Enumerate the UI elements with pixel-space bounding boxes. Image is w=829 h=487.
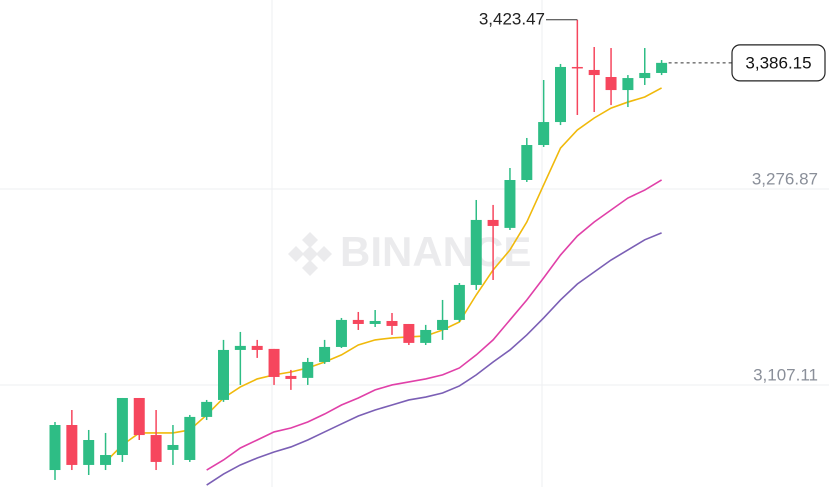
last-price-box [731,44,826,82]
candle-body [335,319,347,347]
candle-body [605,77,617,91]
candle-body [420,329,432,343]
candle-body [251,345,263,350]
moving-average-line [206,232,662,486]
candle-body [100,455,112,465]
candle-body [66,424,78,465]
candle-body [521,145,533,180]
candle-body [319,346,331,362]
candle-body [437,319,449,330]
candle-body [352,319,364,324]
moving-average-line [206,179,663,471]
watermark: BINANCE [288,228,531,276]
candle-body [403,323,415,343]
candle-body [167,444,179,450]
candle-body [487,219,499,226]
candle-body [302,361,314,378]
candle-body [386,320,398,326]
y-tick-label: 3,276.87 [752,170,818,189]
candle-body [504,179,516,228]
candle-body [201,401,213,417]
y-tick-label: 3,107.11 [753,366,818,385]
candle-body [538,122,550,146]
candle-body [588,69,600,76]
candle-body [116,397,128,456]
candle-body [49,424,61,471]
candle-body [470,219,482,285]
candle-body [218,349,229,400]
high-annotation-label: 3,423.47 [479,9,545,28]
candle-body [184,416,196,460]
candle-body [555,66,566,123]
candle-body [622,78,634,91]
candle-body [369,320,381,324]
candle-body [285,375,297,379]
watermark-logo [288,232,332,276]
candle-body [234,345,246,350]
candle-body [133,397,145,436]
candle-body [656,62,668,73]
candle-body [571,66,583,69]
candle-body [639,72,651,79]
candle-body [150,435,162,462]
candle-body [453,284,465,320]
candle-body [268,348,280,377]
candle-body [83,440,95,465]
last-price-label: 3,386.15 [745,53,811,72]
watermark-text: BINANCE [340,228,531,275]
moving-average-line [104,87,662,463]
